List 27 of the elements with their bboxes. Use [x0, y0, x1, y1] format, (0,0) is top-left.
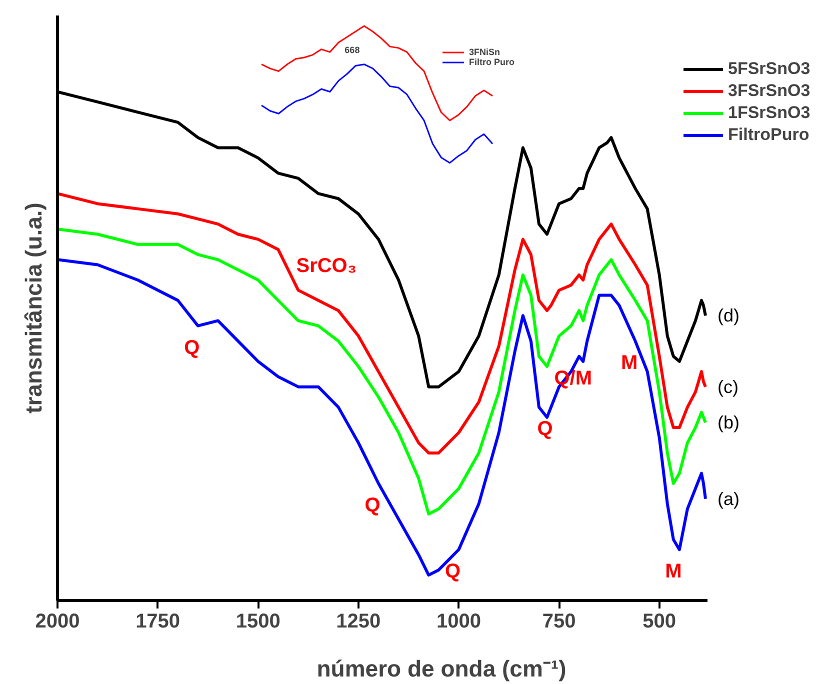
legend-label: 5FSrSnO3 — [728, 59, 810, 79]
legend-label: FiltroPuro — [728, 125, 810, 145]
x-tick-label: 2000 — [35, 610, 80, 632]
annotation: 668 — [344, 44, 360, 55]
annotation: M — [665, 560, 682, 583]
annotation: M — [620, 352, 638, 374]
legend-label: 1FSrSnO3 — [728, 103, 810, 123]
annotation: Q — [444, 560, 461, 583]
legend-label: Filtro Puro — [469, 57, 514, 67]
x-axis-title: número de onda (cm⁻¹) — [316, 656, 566, 682]
annotation: SrCO₃ — [296, 255, 357, 278]
annotation: Q — [537, 418, 553, 440]
x-tick-label: 1000 — [436, 610, 481, 632]
x-tick-label: 1500 — [236, 610, 280, 632]
x-tick-label: 1250 — [336, 610, 381, 632]
annotation: (b) — [717, 412, 740, 432]
annotation: (a) — [717, 488, 740, 509]
x-tick-label: 750 — [542, 610, 576, 632]
y-axis-title: transmitância (u.a.) — [20, 202, 46, 414]
annotation: Q — [184, 336, 200, 359]
legend-label: 3FNiSn — [469, 47, 500, 57]
x-tick-label: 500 — [642, 610, 676, 632]
annotation: (d) — [717, 306, 740, 326]
x-tick-label: 1750 — [136, 610, 180, 632]
annotation: Q — [364, 494, 380, 516]
legend-label: 3FSrSnO3 — [728, 81, 810, 101]
annotation: (c) — [717, 376, 738, 397]
